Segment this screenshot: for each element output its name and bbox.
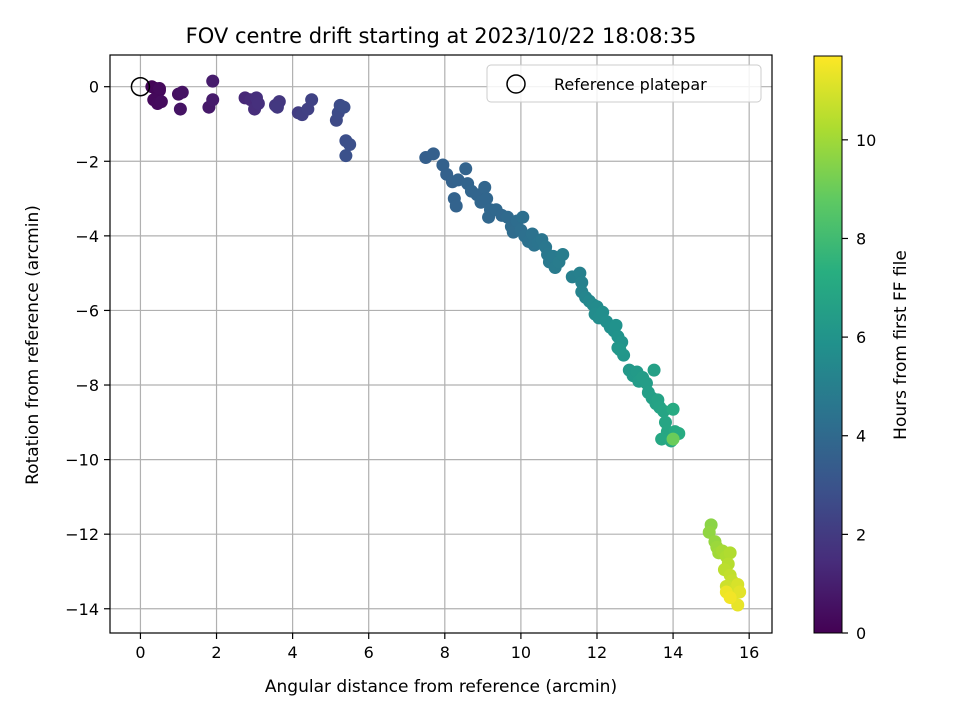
- y-tick-label: −6: [75, 301, 99, 320]
- scatter-point: [556, 248, 570, 262]
- scatter-point: [270, 100, 284, 114]
- y-axis-label: Rotation from reference (arcmin): [23, 205, 43, 485]
- y-tick-label: −8: [75, 376, 99, 395]
- colorbar-label: Hours from first FF file: [891, 250, 911, 440]
- scatter-point: [343, 137, 357, 151]
- y-tick-label: −14: [65, 600, 99, 619]
- plot-frame: [109, 54, 773, 634]
- x-tick-label: 16: [739, 643, 759, 662]
- colorbar: [813, 55, 843, 634]
- scatter-point: [733, 585, 747, 599]
- scatter-point: [152, 82, 166, 96]
- scatter-point: [175, 85, 189, 99]
- scatter-point: [666, 402, 680, 416]
- scatter-point: [206, 74, 220, 88]
- y-tick-label: −12: [65, 525, 99, 544]
- x-tick-label: 2: [211, 643, 221, 662]
- scatter-point: [251, 96, 265, 110]
- x-axis-label: Angular distance from reference (arcmin): [265, 677, 617, 697]
- x-tick-label: 14: [663, 643, 683, 662]
- reference-point-marker: [130, 76, 151, 97]
- colorbar-tick-label: 0: [856, 624, 866, 643]
- x-tick-label: 0: [135, 643, 145, 662]
- data-points: [130, 74, 747, 612]
- x-tick-label: 6: [364, 643, 374, 662]
- x-axis-ticks: 0 2 4 6 8 10 12 14 16: [135, 633, 759, 662]
- colorbar-ticks: 0 2 4 6 8 10: [842, 131, 876, 643]
- x-tick-label: 8: [440, 643, 450, 662]
- scatter-point: [525, 227, 539, 241]
- colorbar-tick-label: 8: [856, 229, 866, 248]
- chart-title: FOV centre drift starting at 2023/10/22 …: [186, 24, 697, 48]
- y-tick-label: −2: [75, 152, 99, 171]
- scatter-point: [575, 275, 589, 289]
- scatter-point: [449, 199, 463, 213]
- scatter-point: [723, 591, 737, 605]
- y-tick-label: −4: [75, 227, 99, 246]
- x-tick-label: 12: [587, 643, 607, 662]
- x-tick-label: 4: [288, 643, 298, 662]
- scatter-point: [723, 546, 737, 560]
- scatter-point: [516, 210, 530, 224]
- scatter-point: [206, 93, 220, 107]
- legend-reference-marker: [506, 74, 526, 94]
- scatter-point: [173, 102, 187, 116]
- legend-entry-reference: Reference platepar: [554, 75, 707, 94]
- y-tick-label: 0: [89, 78, 99, 97]
- legend: Reference platepar: [486, 64, 762, 103]
- y-tick-label: −10: [65, 451, 99, 470]
- x-tick-label: 10: [511, 643, 531, 662]
- scatter-point: [609, 318, 623, 332]
- scatter-point: [666, 432, 680, 446]
- scatter-point: [154, 95, 168, 109]
- scatter-point: [702, 525, 716, 539]
- colorbar-tick-label: 4: [856, 427, 866, 446]
- legend-box: [486, 64, 762, 103]
- scatter-point: [426, 147, 440, 161]
- scatter-point: [478, 180, 492, 194]
- scatter-point: [339, 149, 353, 163]
- y-axis-ticks: 0 −2 −4 −6 −8 −10 −12 −14: [65, 78, 110, 619]
- scatter-point: [459, 162, 473, 176]
- scatter-point: [480, 192, 494, 206]
- colorbar-tick-label: 10: [856, 131, 876, 150]
- scatter-point: [305, 93, 319, 107]
- colorbar-tick-label: 2: [856, 525, 866, 544]
- scatter-point: [613, 343, 627, 357]
- scatter-point: [337, 100, 351, 114]
- scatter-point: [647, 363, 661, 377]
- colorbar-tick-label: 6: [856, 328, 866, 347]
